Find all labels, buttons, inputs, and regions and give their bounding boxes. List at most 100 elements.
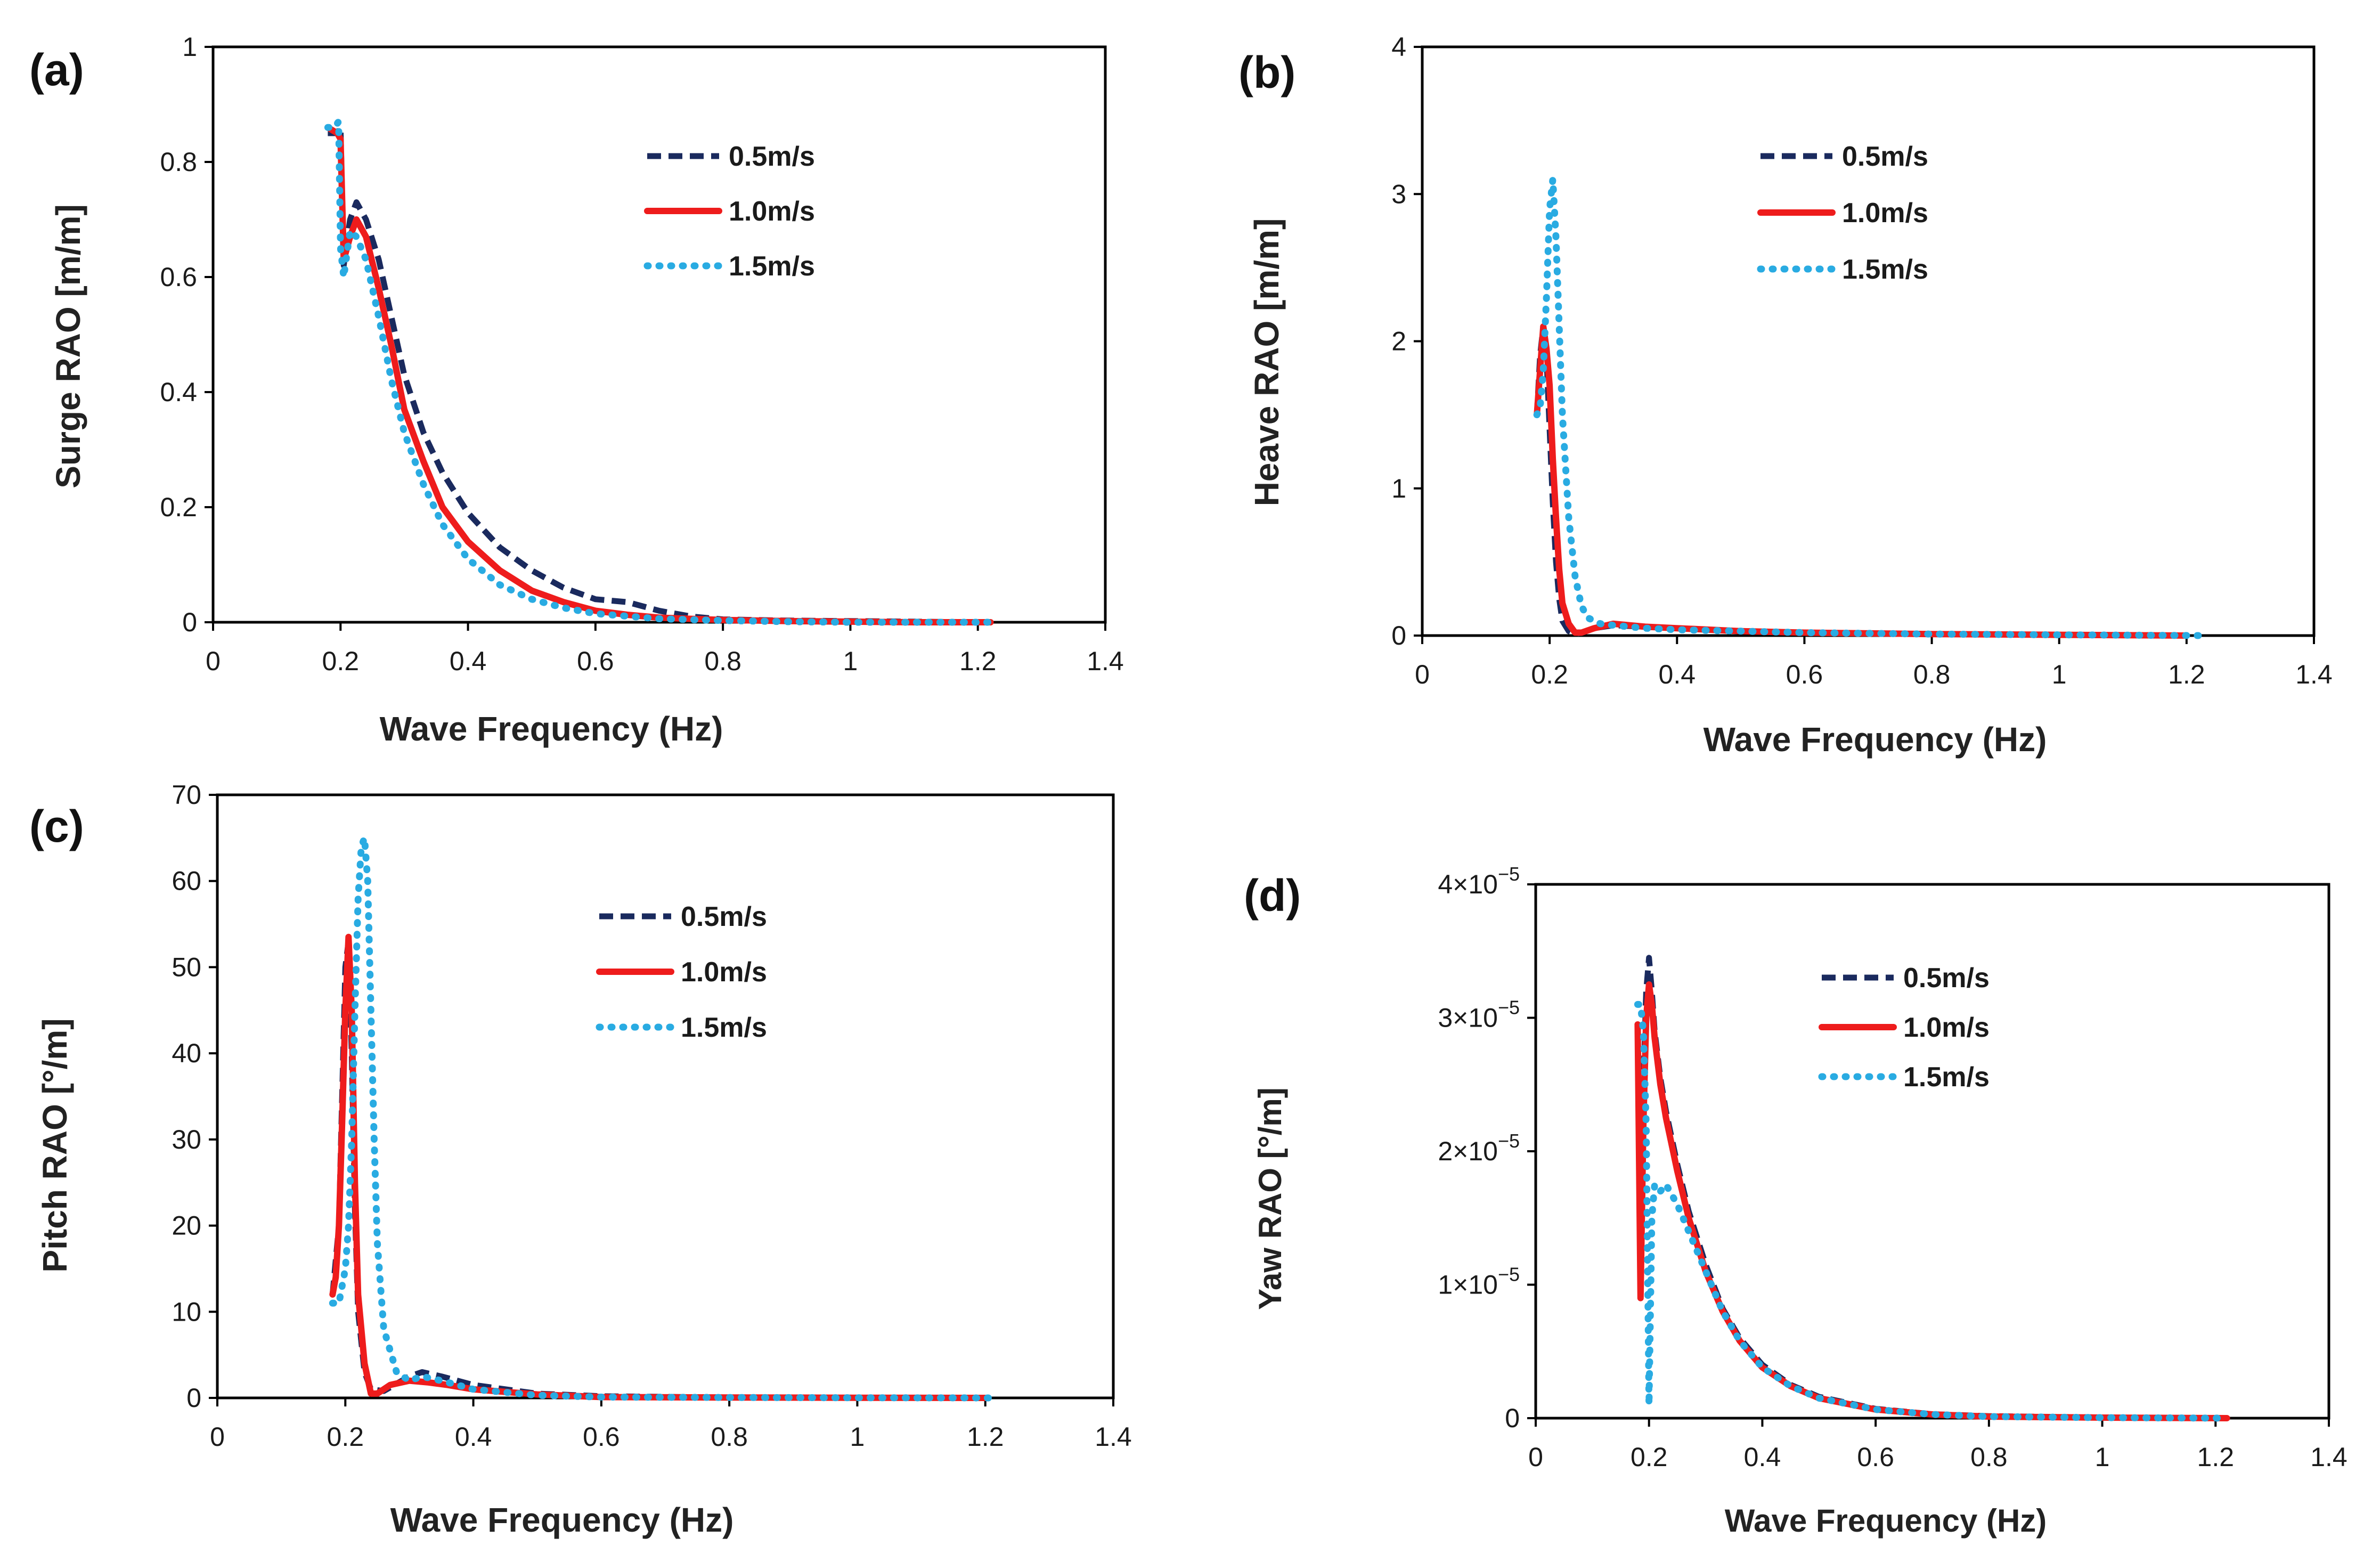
legend-label: 1.0m/s xyxy=(729,196,815,227)
y-axis-label: Surge RAO [m/m] xyxy=(49,204,87,488)
x-tick-label: 1.4 xyxy=(2310,1442,2348,1472)
x-tick-label: 0.2 xyxy=(327,1422,364,1452)
x-axis-label: Wave Frequency (Hz) xyxy=(1725,1503,2047,1539)
legend: 0.5m/s 1.0m/s 1.5m/s xyxy=(1757,141,1928,285)
legend-label: 0.5m/s xyxy=(729,141,815,172)
x-tick-label: 0 xyxy=(1528,1442,1543,1472)
x-tick-label: 0 xyxy=(210,1422,225,1452)
y-tick-label: 1×10−5 xyxy=(1438,1264,1520,1300)
legend: 0.5m/s 1.0m/s 1.5m/s xyxy=(596,901,767,1043)
y-tick-label: 1 xyxy=(182,32,197,62)
series-line-1.0m/s xyxy=(324,124,994,625)
y-tick-label: 40 xyxy=(172,1038,201,1068)
x-tick-label: 0.8 xyxy=(704,646,741,676)
y-tick-label: 3×10−5 xyxy=(1438,997,1520,1033)
y-tick-label: 0.8 xyxy=(160,147,197,177)
x-tick-label: 0.6 xyxy=(583,1422,620,1452)
y-tick-label: 50 xyxy=(172,952,201,982)
y-tick-label: 2×10−5 xyxy=(1438,1130,1520,1166)
legend-label: 1.5m/s xyxy=(681,1012,767,1043)
x-tick-label: 0.6 xyxy=(1857,1442,1894,1472)
y-tick-label: 0 xyxy=(1391,621,1406,650)
legend-label: 0.5m/s xyxy=(1903,963,1990,994)
series-line-0.5m/s xyxy=(329,938,985,1401)
x-axis-label: Wave Frequency (Hz) xyxy=(390,1501,734,1539)
y-tick-label: 30 xyxy=(172,1125,201,1154)
x-tick-label: 0 xyxy=(1415,660,1430,689)
series-line-1.5m/s xyxy=(1634,1000,2231,1422)
x-tick-label: 0.8 xyxy=(1913,660,1951,689)
x-tick-label: 1 xyxy=(2052,660,2067,689)
x-tick-label: 0.4 xyxy=(450,646,487,676)
x-tick-label: 0.2 xyxy=(322,646,360,676)
x-tick-label: 0.2 xyxy=(1531,660,1568,689)
x-tick-label: 1.4 xyxy=(2295,660,2333,689)
legend: 0.5m/s 1.0m/s 1.5m/s xyxy=(1818,963,1990,1093)
x-tick-label: 1.2 xyxy=(2197,1442,2235,1472)
x-tick-label: 0.8 xyxy=(711,1422,748,1452)
y-tick-label: 60 xyxy=(172,866,201,896)
series-line-1.0m/s xyxy=(1634,981,2230,1421)
pitch-rao-panel: (c) Wave Frequency (Hz) Pitch RAO [°/m] … xyxy=(29,780,1132,1539)
x-tick-label: 1 xyxy=(2095,1442,2110,1472)
x-tick-label: 0.6 xyxy=(577,646,614,676)
legend-label: 0.5m/s xyxy=(1842,141,1928,172)
plot-frame xyxy=(211,45,1107,624)
legend-label: 1.5m/s xyxy=(729,251,815,282)
y-tick-label: 0.4 xyxy=(160,377,197,407)
panel-label: (c) xyxy=(29,801,84,851)
heave-rao-panel: (b) Wave Frequency (Hz) Heave RAO [m/m] … xyxy=(1238,32,2333,759)
x-axis-label: Wave Frequency (Hz) xyxy=(380,710,723,748)
surge-rao-panel: (a) Wave Frequency (Hz) Surge RAO [m/m] … xyxy=(29,32,1124,748)
x-tick-label: 1.4 xyxy=(1095,1422,1132,1452)
y-tick-label: 4 xyxy=(1391,32,1406,62)
panel-label: (d) xyxy=(1244,871,1301,921)
x-tick-label: 1.2 xyxy=(959,646,997,676)
y-tick-label: 0 xyxy=(186,1383,201,1413)
panel-label: (a) xyxy=(29,45,84,95)
y-tick-label: 0 xyxy=(182,607,197,637)
series-line-1.0m/s xyxy=(1534,323,2190,639)
legend-label: 1.0m/s xyxy=(1903,1012,1990,1043)
series-line-1.5m/s xyxy=(1533,176,2203,639)
x-tick-label: 0.4 xyxy=(1659,660,1696,689)
x-tick-label: 1.2 xyxy=(2168,660,2205,689)
y-axis-label: Yaw RAO [°/m] xyxy=(1252,1087,1288,1309)
legend: 0.5m/s 1.0m/s 1.5m/s xyxy=(643,141,815,282)
y-tick-label: 1 xyxy=(1391,474,1406,503)
x-tick-label: 1 xyxy=(850,1422,865,1452)
legend-label: 0.5m/s xyxy=(681,901,767,932)
series-line-1.5m/s xyxy=(324,118,995,626)
x-tick-label: 0.4 xyxy=(455,1422,492,1452)
series-line-1.5m/s xyxy=(329,834,1002,1402)
y-tick-label: 0.2 xyxy=(160,492,197,522)
series-line-1.0m/s xyxy=(329,933,989,1401)
x-tick-label: 1.2 xyxy=(967,1422,1004,1452)
legend-label: 1.5m/s xyxy=(1842,254,1928,285)
x-tick-label: 1.4 xyxy=(1087,646,1124,676)
x-axis-label: Wave Frequency (Hz) xyxy=(1704,720,2047,759)
y-tick-label: 0 xyxy=(1505,1403,1520,1433)
x-tick-label: 0.8 xyxy=(1970,1442,2008,1472)
series-line-0.5m/s xyxy=(328,124,991,625)
x-tick-label: 1 xyxy=(843,646,858,676)
y-tick-label: 2 xyxy=(1391,327,1406,356)
x-tick-label: 0.2 xyxy=(1631,1442,1668,1472)
y-axis-label: Heave RAO [m/m] xyxy=(1248,218,1286,507)
legend-label: 1.0m/s xyxy=(681,957,767,988)
legend-label: 1.5m/s xyxy=(1903,1062,1990,1093)
panel-label: (b) xyxy=(1238,47,1295,97)
y-tick-label: 10 xyxy=(172,1297,201,1327)
y-tick-label: 3 xyxy=(1391,179,1406,209)
y-tick-label: 0.6 xyxy=(160,262,197,292)
x-tick-label: 0.6 xyxy=(1786,660,1823,689)
series-line-0.5m/s xyxy=(1534,323,2187,639)
x-tick-label: 0.4 xyxy=(1744,1442,1781,1472)
y-tick-label: 4×10−5 xyxy=(1438,863,1520,899)
legend-label: 1.0m/s xyxy=(1842,198,1928,229)
y-axis-label: Pitch RAO [°/m] xyxy=(36,1018,74,1272)
y-tick-label: 70 xyxy=(172,780,201,810)
y-tick-label: 20 xyxy=(172,1211,201,1241)
